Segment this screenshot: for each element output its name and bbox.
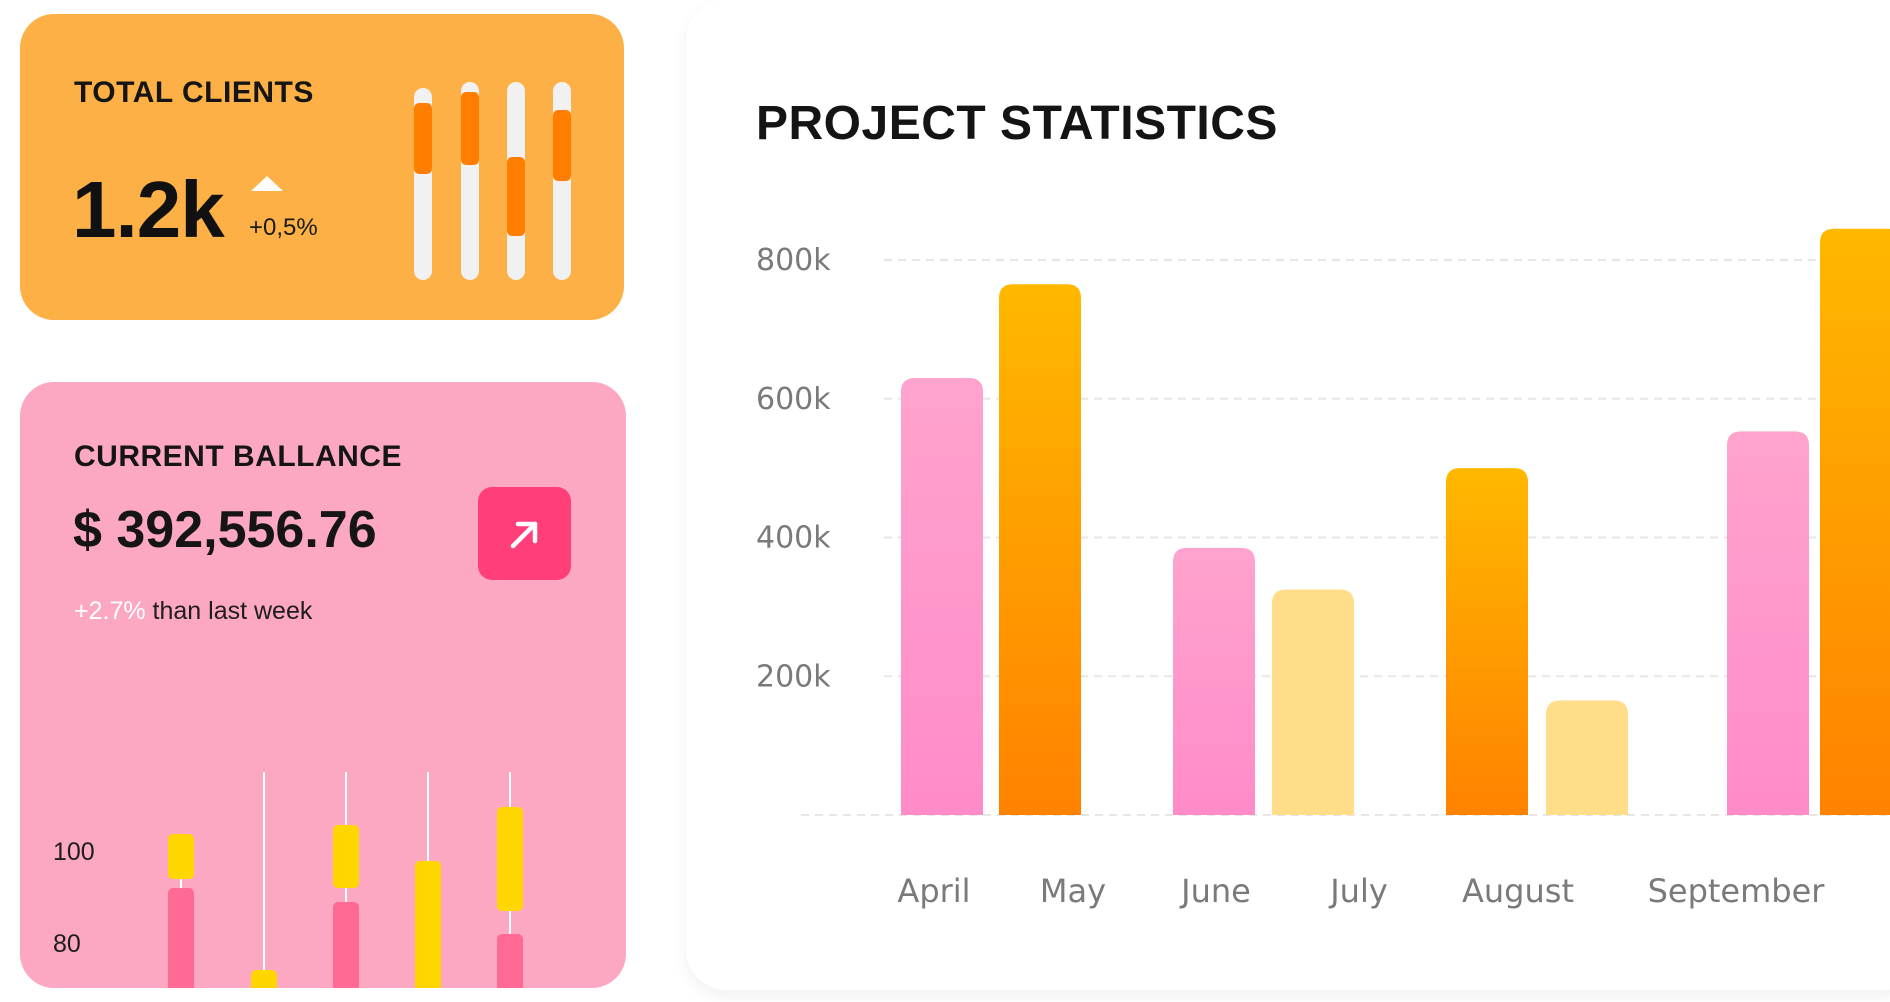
mini-bar-fill: [461, 91, 479, 166]
mini-bar-fill: [414, 103, 432, 175]
mini-bar-track: [553, 82, 571, 280]
chart-bar: [1173, 547, 1255, 815]
y-tick-label: 200k: [756, 659, 831, 694]
mini-bar-fill: [507, 157, 525, 237]
balance-open-button[interactable]: [478, 487, 571, 580]
x-tick-label: July: [1328, 872, 1388, 910]
balance-amount: $ 392,556.76: [73, 501, 377, 559]
candle-wick: [263, 772, 265, 988]
x-tick-label: May: [1040, 872, 1106, 910]
chart-bar: [1820, 228, 1890, 815]
candle-body-yellow: [333, 824, 359, 889]
y-tick-label: 600k: [756, 382, 831, 417]
project-statistics-title: PROJECT STATISTICS: [756, 97, 1278, 150]
triangle-up-icon: [251, 176, 283, 191]
chart-bar: [901, 377, 983, 815]
chart-bar: [1546, 700, 1628, 815]
chart-bar: [1272, 589, 1354, 815]
candle-body-yellow: [168, 833, 194, 880]
x-tick-label: September: [1648, 872, 1826, 910]
candle-body-pink: [168, 888, 194, 988]
arrow-up-right-icon: [510, 521, 537, 548]
mini-bar-fill: [553, 109, 571, 181]
total-clients-title: TOTAL CLIENTS: [74, 76, 314, 109]
candle-body-yellow: [251, 970, 277, 988]
current-balance-card: CURRENT BALLANCE $ 392,556.76 +2.7% than…: [20, 382, 626, 988]
candle-body-yellow: [497, 806, 523, 912]
chart-bar: [1727, 431, 1809, 815]
total-clients-trend: +0,5%: [249, 214, 318, 241]
total-clients-value: 1.2k: [72, 165, 225, 254]
balance-change-pct: +2.7%: [74, 597, 146, 625]
x-tick-label: April: [897, 872, 970, 910]
mini-bar-track: [461, 82, 479, 280]
x-tick-label: June: [1179, 872, 1251, 910]
y-tick-label: 800k: [756, 243, 831, 278]
candle-body-pink: [497, 933, 523, 988]
balance-change: +2.7% than last week: [74, 597, 312, 626]
candle-y-tick: 80: [53, 930, 81, 958]
chart-bar: [999, 284, 1081, 815]
candle-y-tick: 100: [53, 838, 95, 866]
mini-bar-track: [414, 88, 432, 280]
balance-change-text: than last week: [145, 597, 313, 625]
chart-bar: [1446, 468, 1528, 815]
project-statistics-card: 200k 400k 600k 800k April May June July August Se…: [686, 0, 1890, 990]
balance-title: CURRENT BALLANCE: [74, 440, 402, 473]
x-tick-label: August: [1462, 872, 1574, 910]
total-clients-card: TOTAL CLIENTS 1.2k +0,5%: [20, 14, 624, 320]
candle-body-yellow: [415, 861, 441, 988]
mini-bar-track: [507, 82, 525, 280]
y-tick-label: 400k: [756, 521, 831, 556]
project-statistics-chart: 200k 400k 600k 800k April May June July August Se…: [756, 228, 1890, 910]
candle-body-pink: [333, 902, 359, 988]
